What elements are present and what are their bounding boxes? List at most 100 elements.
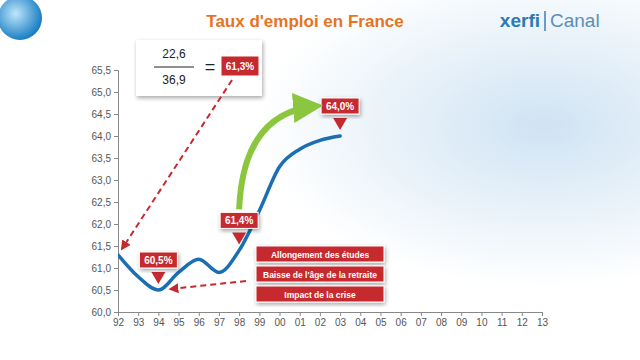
cause-text: Allongement des études (271, 250, 370, 260)
tick: 63,0 (92, 175, 118, 186)
tick: 02 (315, 312, 327, 328)
numerator: 22,6 (162, 47, 186, 61)
tick: 10 (476, 312, 488, 328)
cause-text: Baisse de l'âge de la retraite (263, 270, 377, 280)
tick-mark (380, 312, 381, 316)
tick-label: 12 (517, 317, 529, 328)
tick: 64,0 (92, 131, 118, 142)
tick-mark (320, 312, 321, 316)
tick: 65,0 (92, 87, 118, 98)
tick-label: 96 (194, 317, 206, 328)
tick-label: 11 (497, 317, 508, 328)
label-text: 60,5% (144, 255, 172, 266)
tick: 94 (153, 312, 165, 328)
tick: 99 (254, 312, 266, 328)
tick-label: 64,5 (92, 109, 112, 120)
tick-mark (114, 246, 118, 247)
tick: 65,5 (92, 65, 118, 76)
tick-mark (300, 312, 301, 316)
tick-mark (441, 312, 442, 316)
tick-label: 65,5 (92, 65, 112, 76)
tick-label: 60,5 (92, 285, 112, 296)
tick-mark (158, 312, 159, 316)
tick-mark (542, 312, 543, 316)
equals: = (205, 57, 216, 77)
point-label: 64,0% (321, 98, 359, 130)
point-label: 60,5% (139, 252, 177, 284)
tick-mark (481, 312, 482, 316)
tick-mark (114, 202, 118, 203)
tick-mark (340, 312, 341, 316)
tick: 05 (375, 312, 387, 328)
tick-label: 00 (274, 317, 286, 328)
tick-mark (114, 312, 118, 313)
cause-box (256, 266, 384, 282)
tick-mark (199, 312, 200, 316)
tick: 07 (416, 312, 428, 328)
tick-label: 03 (335, 317, 347, 328)
label-box (321, 98, 359, 114)
tick: 03 (335, 312, 347, 328)
tick-label: 61,5 (92, 241, 112, 252)
tick-mark (114, 224, 118, 225)
pointer (333, 118, 347, 130)
tick-mark (114, 268, 118, 269)
tick-label: 07 (416, 317, 428, 328)
causes: Allongement des études Baisse de l'âge de… (256, 246, 384, 302)
tick-mark (239, 312, 240, 316)
dashed-arrow (122, 80, 232, 249)
tick-label: 94 (153, 317, 165, 328)
cause-box (256, 286, 384, 302)
tick: 64,5 (92, 109, 118, 120)
axis-line (119, 313, 543, 317)
tick-label: 05 (375, 317, 387, 328)
tick-mark (421, 312, 422, 316)
tick-label: 01 (295, 317, 307, 328)
tick-mark (502, 312, 503, 316)
tick-label: 08 (436, 317, 448, 328)
tick-label: 02 (315, 317, 327, 328)
tick: 61,0 (92, 263, 118, 274)
tick: 09 (456, 312, 468, 328)
tick-mark (114, 70, 118, 71)
tick: 12 (517, 312, 529, 328)
tick-label: 10 (476, 317, 488, 328)
dashed-arrow (170, 281, 246, 289)
tick: 62,5 (92, 197, 118, 208)
tick-mark (138, 312, 139, 316)
annotations: 60,5%61,4%64,0%22,636,9=61,3%Allongement… (122, 40, 384, 302)
tick-label: 62,5 (92, 197, 112, 208)
brand-separator (544, 11, 546, 31)
tick-mark (219, 312, 220, 316)
tick-label: 97 (214, 317, 226, 328)
fraction: 22,636,9=61,3% (136, 40, 262, 96)
tick-label: 61,0 (92, 263, 112, 274)
tick-mark (114, 114, 118, 115)
trend-arrow (239, 106, 317, 209)
tick: 95 (174, 312, 186, 328)
tick: 13 (537, 312, 549, 328)
pointer (151, 272, 165, 284)
tick-mark (259, 312, 260, 316)
tick-label: 63,5 (92, 153, 112, 164)
tick: 96 (194, 312, 206, 328)
tick-label: 95 (174, 317, 186, 328)
brand: xerfi (500, 10, 540, 31)
label-text: 64,0% (326, 101, 354, 112)
tick: 04 (355, 312, 367, 328)
tick: 63,5 (92, 153, 118, 164)
tick: 92 (113, 312, 125, 328)
tick-label: 64,0 (92, 131, 112, 142)
y-axis: 60,060,561,061,562,062,563,063,564,064,5… (92, 65, 119, 318)
result-box (222, 57, 258, 75)
tick: 93 (133, 312, 145, 328)
tick-mark (280, 312, 281, 316)
tick: 11 (497, 312, 508, 328)
tick: 06 (396, 312, 408, 328)
tick: 08 (436, 312, 448, 328)
tick-label: 13 (537, 317, 549, 328)
label-box (220, 212, 258, 228)
tick-mark (114, 180, 118, 181)
tick-label: 60,0 (92, 307, 112, 318)
tick: 01 (295, 312, 307, 328)
